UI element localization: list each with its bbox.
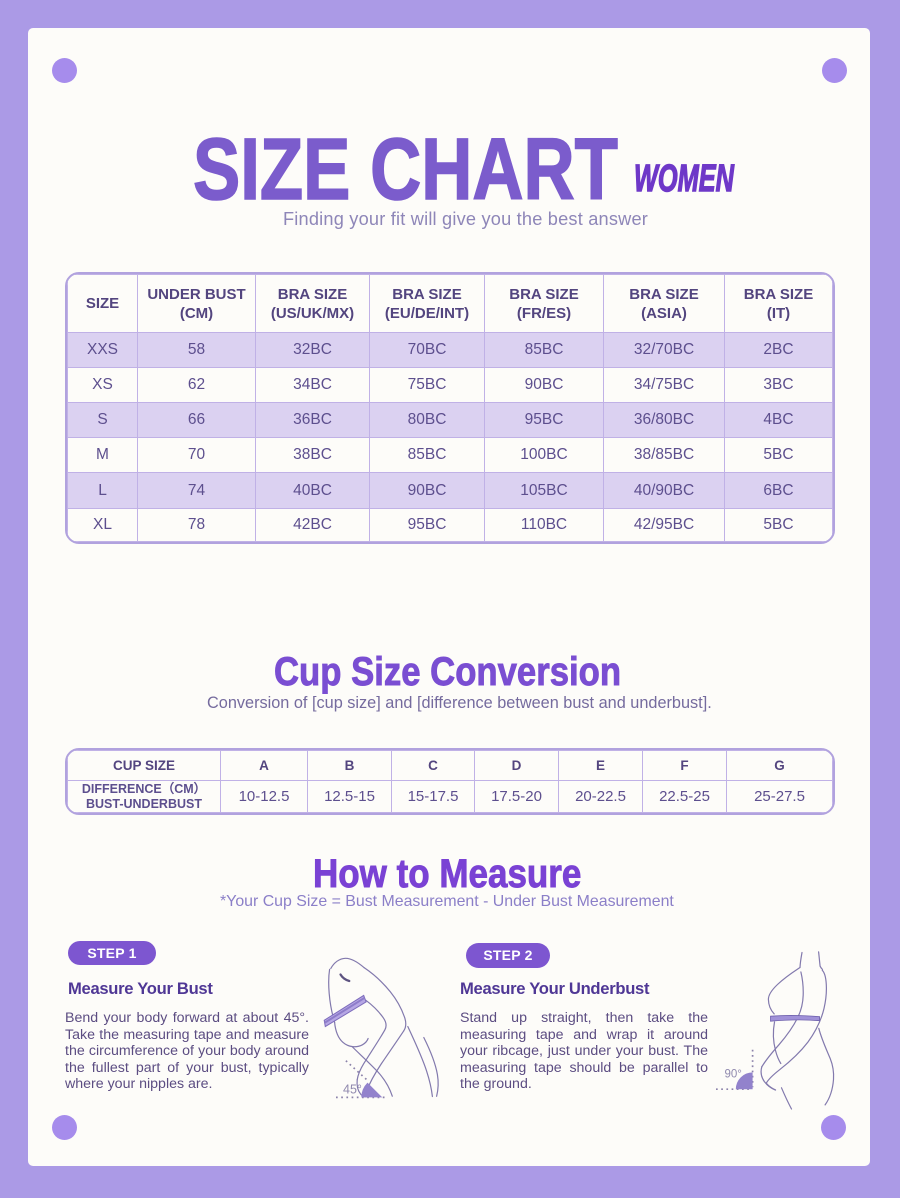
svg-text:90°: 90° [725,1069,742,1081]
svg-text:45°: 45° [343,1083,362,1097]
